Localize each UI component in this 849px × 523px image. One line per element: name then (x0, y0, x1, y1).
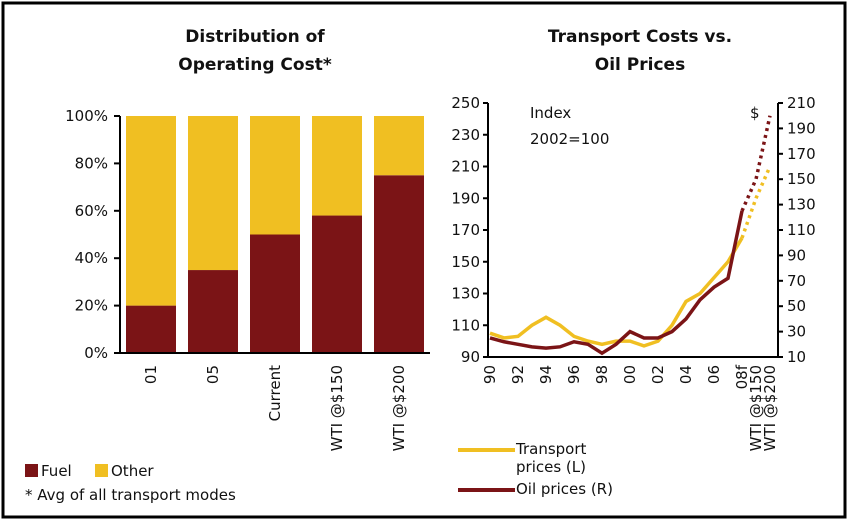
line-series (740, 115, 772, 212)
y-tick-label: 110 (451, 316, 480, 334)
y2-tick-label: 130 (787, 196, 816, 214)
chart-title: Transport Costs vs. (548, 27, 732, 47)
y2-tick-label: 30 (787, 323, 806, 341)
y-tick-label: 250 (451, 94, 480, 112)
legend-label: Other (111, 462, 154, 480)
chart-title: Distribution of (185, 27, 325, 47)
bar-segment (126, 305, 176, 353)
y2-tick-label: 210 (787, 94, 816, 112)
annotation: Index (530, 104, 571, 122)
bar-segment (312, 116, 362, 216)
y2-tick-label: 50 (787, 297, 806, 315)
x-tick-label: 08f (733, 364, 751, 389)
legend-swatch (95, 464, 108, 477)
y-tick-label: 100% (65, 107, 108, 125)
y2-tick-label: 90 (787, 246, 806, 264)
bar-segment (250, 234, 300, 353)
legend-label: Oil prices (R) (516, 480, 613, 498)
bar-segment (188, 270, 238, 353)
x-tick-label: WTI @$150 (747, 365, 765, 451)
y-tick-label: 190 (451, 189, 480, 207)
x-tick-label: 98 (593, 365, 611, 384)
x-tick-label: 04 (677, 365, 695, 384)
annotation: $ (750, 104, 760, 122)
x-tick-label: 90 (481, 365, 499, 384)
x-tick-label: 02 (649, 365, 667, 384)
y-tick-label: 210 (451, 158, 480, 176)
y-tick-label: 230 (451, 126, 480, 144)
x-tick-label: WTI @$200 (761, 365, 779, 451)
y-tick-label: 90 (461, 348, 480, 366)
chart-title: Oil Prices (595, 55, 685, 75)
x-tick-label: 05 (204, 365, 222, 384)
bar-segment (188, 116, 238, 271)
bar-segment (126, 116, 176, 306)
x-tick-label: 00 (621, 365, 639, 384)
y-tick-label: 170 (451, 221, 480, 239)
x-tick-label: 96 (565, 365, 583, 384)
bar-segment (312, 215, 362, 353)
y2-tick-label: 170 (787, 145, 816, 163)
annotation: 2002=100 (530, 130, 609, 148)
y2-tick-label: 70 (787, 272, 806, 290)
y-tick-label: 40% (75, 249, 108, 267)
y-tick-label: 60% (75, 202, 108, 220)
line-series (489, 210, 744, 356)
chart-title: Operating Cost* (178, 55, 332, 75)
bar-segment (374, 175, 424, 353)
legend-label: Fuel (41, 462, 72, 480)
y-tick-label: 80% (75, 154, 108, 172)
y2-tick-label: 10 (787, 348, 806, 366)
y-tick-label: 130 (451, 285, 480, 303)
legend-label: Transport prices (L) (516, 440, 587, 476)
y-tick-label: 0% (84, 344, 108, 362)
line-series (489, 237, 744, 348)
bar-segment (250, 116, 300, 235)
y2-tick-label: 190 (787, 119, 816, 137)
x-tick-label: 06 (705, 365, 723, 384)
y2-tick-label: 150 (787, 170, 816, 188)
y-tick-label: 150 (451, 253, 480, 271)
x-tick-label: 94 (537, 365, 555, 384)
x-tick-label: WTI @$200 (390, 365, 408, 451)
x-tick-label: WTI @$150 (328, 365, 346, 451)
y-tick-label: 20% (75, 297, 108, 315)
x-tick-label: 01 (142, 365, 160, 384)
y2-tick-label: 110 (787, 221, 816, 239)
line-series (740, 165, 772, 239)
legend-swatch (25, 464, 38, 477)
bar-segment (374, 116, 424, 176)
x-tick-label: Current (266, 365, 284, 421)
note: * Avg of all transport modes (25, 486, 236, 504)
x-tick-label: 92 (509, 365, 527, 384)
